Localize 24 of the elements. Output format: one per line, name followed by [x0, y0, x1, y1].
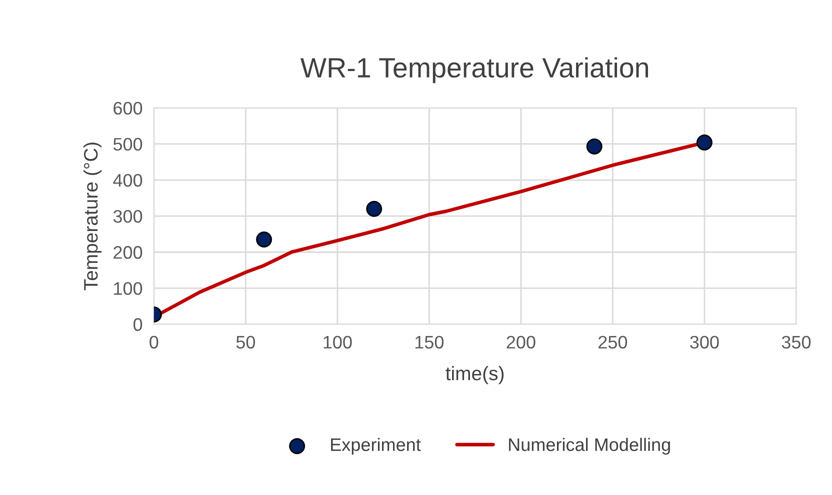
x-tick-label: 300 — [690, 336, 719, 349]
x-tick-label: 50 — [236, 336, 256, 349]
x-tick-label: 150 — [416, 336, 444, 349]
y-tick-label: 400 — [113, 174, 142, 187]
chart-title: WR-1 Temperature Variation — [300, 57, 648, 84]
x-tick-label: 200 — [506, 336, 536, 349]
x-tick-label: 0 — [150, 336, 158, 349]
point — [696, 134, 712, 150]
y-tick-label: 0 — [133, 318, 142, 331]
x-tick-label: 350 — [782, 336, 811, 349]
point — [586, 138, 602, 154]
x-tick-label: 100 — [324, 336, 352, 349]
y-tick-label: 200 — [114, 246, 142, 259]
x-tick-label: 250 — [598, 336, 628, 349]
legend-label: Experiment — [331, 438, 421, 455]
y-tick-label: 600 — [114, 102, 142, 115]
y-tick-label: 300 — [113, 210, 142, 223]
point — [366, 200, 382, 217]
x-axis-title: time(s) — [446, 366, 504, 384]
point — [256, 232, 272, 248]
y-axis-title: Temperature (°C) — [83, 142, 102, 290]
y-tick-label: 500 — [113, 138, 142, 151]
legend-label: Numerical Modelling — [509, 438, 670, 455]
y-tick-label: 100 — [114, 282, 142, 295]
